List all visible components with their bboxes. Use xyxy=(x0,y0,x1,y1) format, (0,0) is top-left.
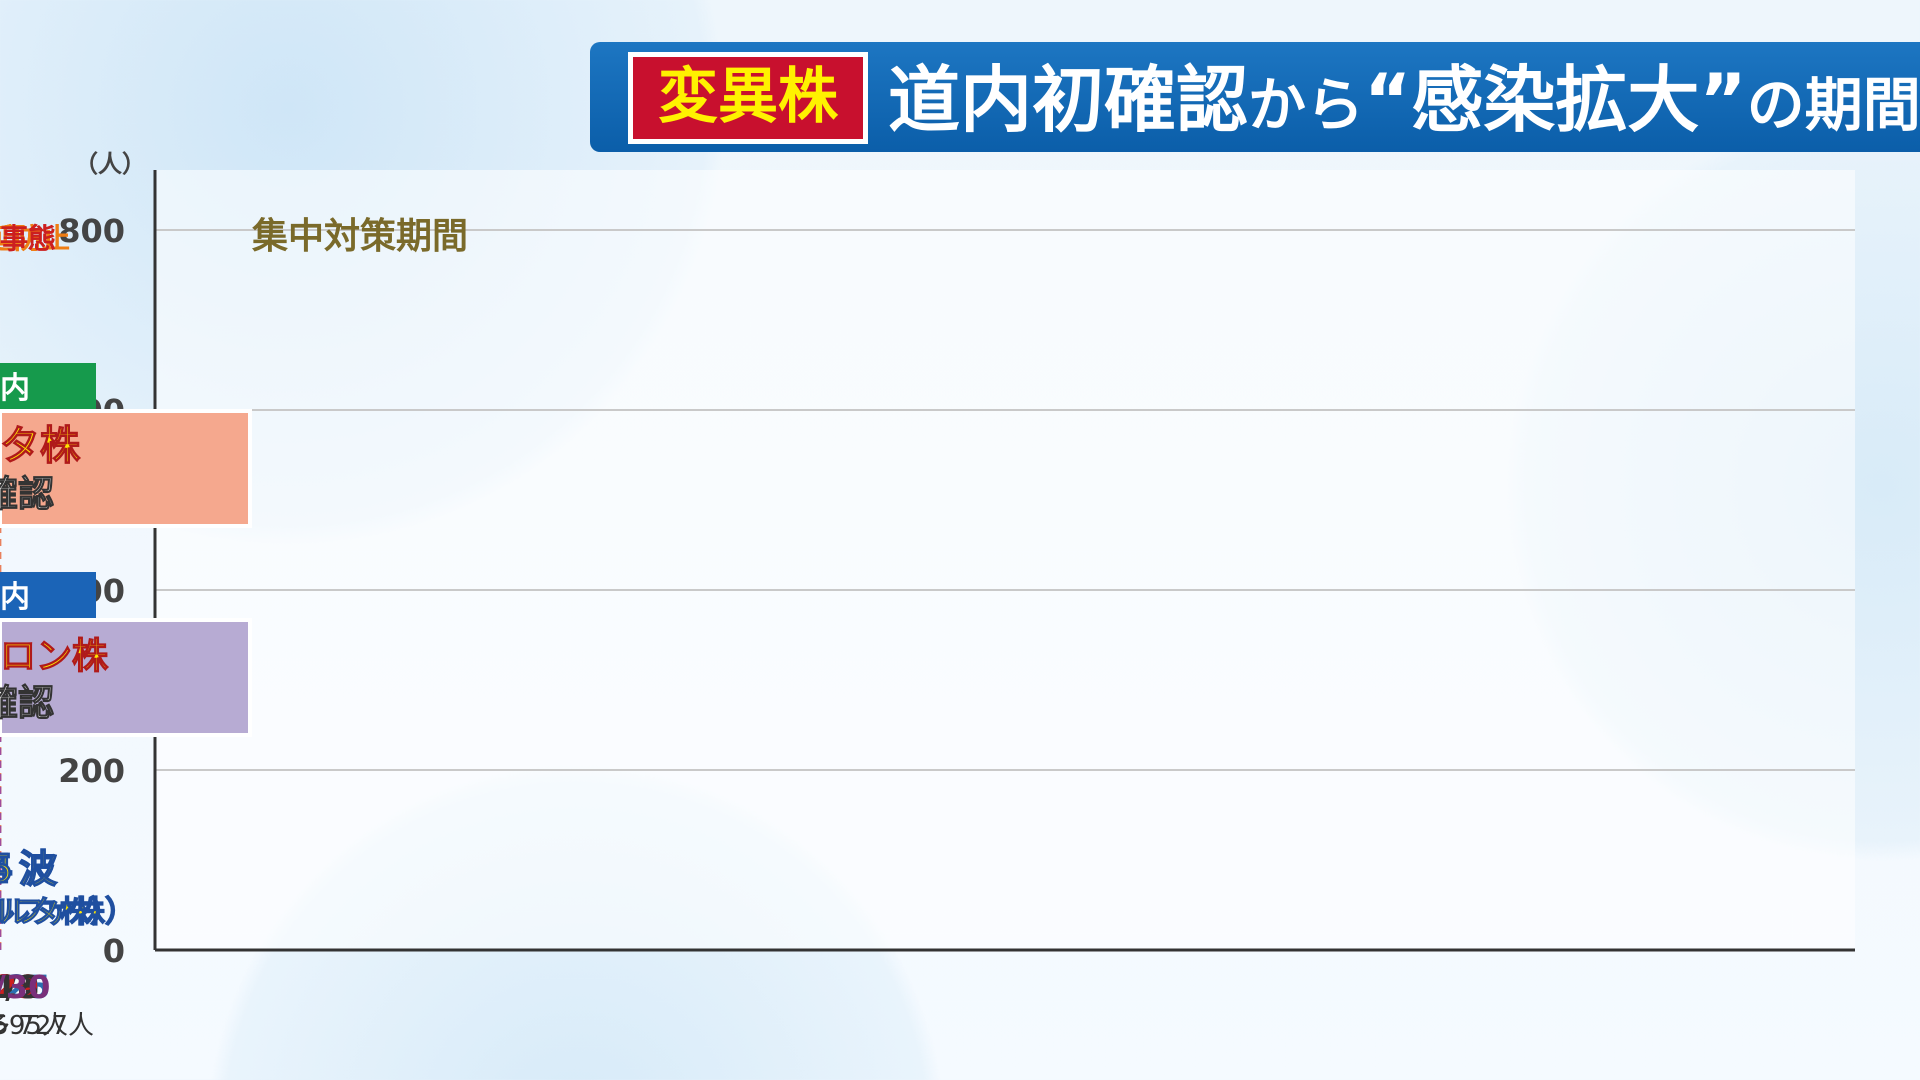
period-label: 緊急事態 xyxy=(0,222,56,255)
callout-scope-badge xyxy=(0,572,96,618)
period-label: まん延防止 xyxy=(0,222,70,255)
callout-variant-name: デルタ株 xyxy=(0,423,81,469)
x-tick-label: 12/1 xyxy=(0,968,39,1006)
title-main-a: 道内初確認 xyxy=(888,58,1249,142)
x-tick-label: 8/18 xyxy=(0,968,39,1006)
period-label: 緊急事態 xyxy=(0,222,56,255)
period-label: まん延防止 xyxy=(0,222,70,255)
wave-label: 第４波 xyxy=(0,847,57,891)
x-tick-note: 道内 595人 xyxy=(0,1011,68,1041)
callout-sub-label: 初確認 xyxy=(0,683,54,724)
title-main-d: の期間 xyxy=(1746,71,1920,139)
x-tick-label: 3/10 xyxy=(0,968,39,1006)
callout-sub-label: 初確認 xyxy=(0,474,54,515)
y-unit-label: （人） xyxy=(74,150,146,178)
callout-scope-label: 道内 xyxy=(0,371,30,406)
x-tick-label: 12/25 xyxy=(0,968,50,1006)
callout-box xyxy=(0,618,252,737)
plot-background xyxy=(155,170,1855,950)
x-tick-note: 道内最多 727人 xyxy=(0,1011,94,1041)
period-label: まん延防止 xyxy=(0,222,70,255)
y-tick-label: 0 xyxy=(103,932,125,970)
x-tick-label: 5/21 xyxy=(0,968,39,1006)
page-title: 道内初確認から“感染拡大”の期間 xyxy=(888,56,1920,148)
x-tick-label: 3/28 xyxy=(0,968,39,1006)
title-tag: 変異株 xyxy=(628,52,868,144)
wave-sublabel: （主にアルファ株） xyxy=(0,895,135,930)
title-main-b: から xyxy=(1248,71,1365,139)
title-main-c: “感染拡大” xyxy=(1364,58,1747,142)
x-tick-label: 11/30 xyxy=(0,968,50,1006)
callout-box xyxy=(0,409,252,528)
wave-sublabel: （主にデルタ株） xyxy=(0,895,120,930)
wave-label: 第５波 xyxy=(0,847,57,891)
y-tick-label: 200 xyxy=(58,752,125,790)
callout-scope-badge xyxy=(0,363,96,409)
period-label: 集中対策期間 xyxy=(251,216,468,257)
callout-scope-label: 国内 xyxy=(0,580,30,615)
x-tick-label: 6/29 xyxy=(0,968,39,1006)
callout-variant-name: オミクロン株 xyxy=(0,636,109,677)
y-tick-label: 800 xyxy=(58,212,125,250)
